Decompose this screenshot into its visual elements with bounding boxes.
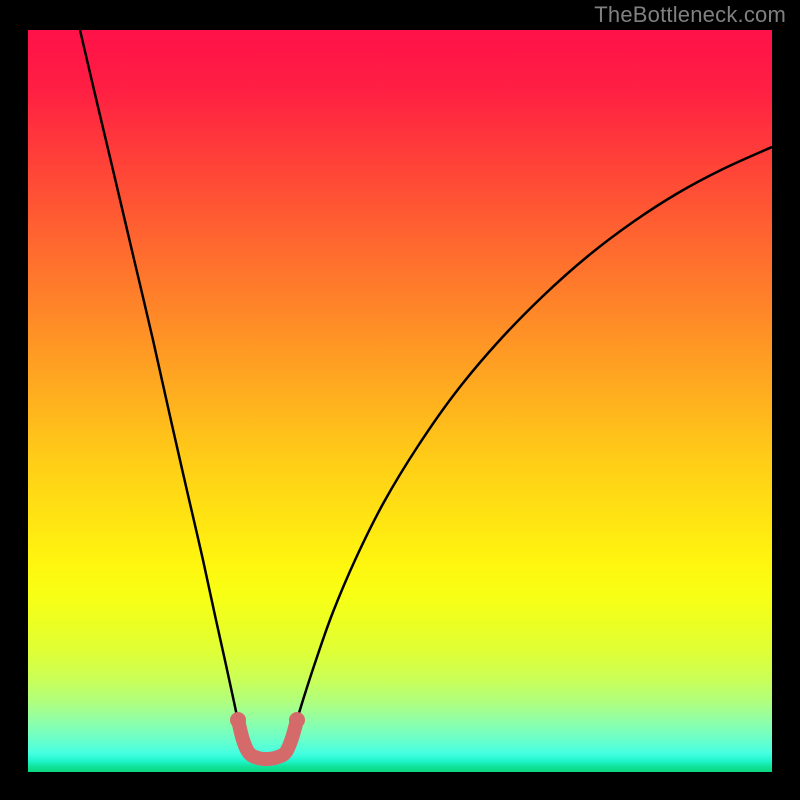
curve-right [288,147,772,750]
curve-left [80,30,245,750]
border-right [772,0,800,800]
highlight-dot [230,712,246,728]
highlight-group [230,712,305,765]
stage: TheBottleneck.com [0,0,800,800]
plot-area [28,30,772,772]
highlight-dot [250,751,262,763]
border-left [0,0,28,800]
watermark-text: TheBottleneck.com [594,2,786,28]
border-bottom [0,772,800,800]
curve-layer [28,30,772,772]
highlight-dot [289,712,305,728]
highlight-dot [280,746,292,758]
highlight-dot [270,752,282,764]
